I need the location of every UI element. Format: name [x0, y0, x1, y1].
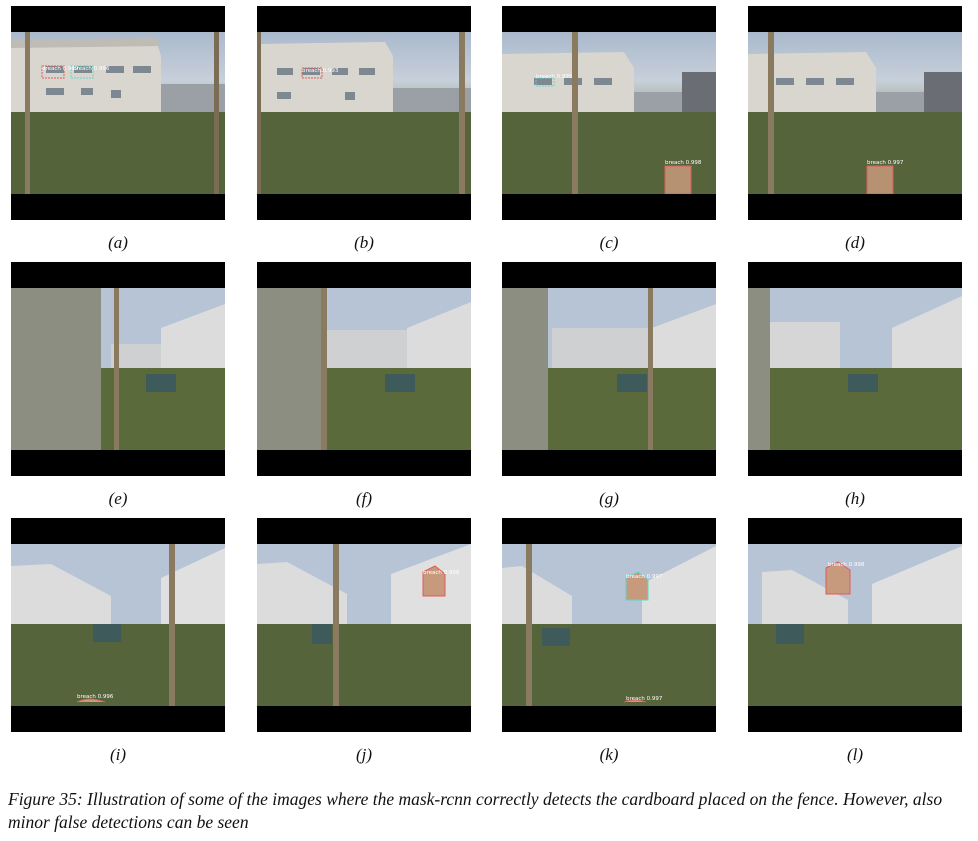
subfigure-e: (e): [11, 262, 225, 508]
subfigure-label: (h): [845, 489, 865, 508]
photo-frame: breach 0.999 breach 0.996: [11, 6, 225, 220]
subfigure-i: breach 0.996 (i): [11, 518, 225, 764]
detection-label: breach 0.996: [77, 694, 114, 700]
detection-label: breach 0.993: [302, 68, 339, 74]
subfigure-k: breach 0.997 breach 0.997 (k): [502, 518, 716, 764]
subfigure-label: (f): [355, 489, 373, 508]
subfigure-label: (k): [599, 745, 619, 764]
subfigure-j: breach 0.998 (j): [257, 518, 471, 764]
subfigure-a: breach 0.999 breach 0.996 (a): [11, 6, 225, 252]
photo-frame: breach 0.998: [257, 518, 471, 732]
detection-label: breach 0.997: [867, 160, 904, 166]
photo-frame: breach 0.995 breach 0.998: [502, 6, 716, 220]
photo-frame: breach 0.996: [11, 518, 225, 732]
figure-grid: breach 0.999 breach 0.996 (a): [11, 6, 962, 764]
subfigure-label: (i): [109, 745, 127, 764]
photo-scene: [257, 544, 471, 706]
photo-frame: breach 0.993: [257, 6, 471, 220]
subfigure-l: breach 0.998 (l): [748, 518, 962, 764]
photo-scene: [748, 32, 962, 194]
photo-scene: [11, 544, 225, 706]
figure-caption: Figure 35: Illustration of some of the i…: [8, 789, 943, 832]
photo-frame: breach 0.997 breach 0.997: [502, 518, 716, 732]
photo-scene: [257, 32, 471, 194]
subfigure-b: breach 0.993 (b): [257, 6, 471, 252]
subfigure-label: (d): [845, 233, 865, 252]
subfigure-label: (e): [108, 489, 128, 508]
detection-label: breach 0.996: [73, 66, 110, 72]
subfigure-c: breach 0.995 breach 0.998 (c): [502, 6, 716, 252]
detection-label: breach 0.997: [626, 574, 663, 580]
detection-label: breach 0.999: [42, 66, 79, 72]
photo-frame: [748, 262, 962, 476]
photo-scene: [502, 288, 716, 450]
photo-frame: breach 0.997: [748, 6, 962, 220]
photo-frame: [502, 262, 716, 476]
subfigure-h: (h): [748, 262, 962, 508]
photo-scene: [748, 288, 962, 450]
photo-frame: breach 0.998: [748, 518, 962, 732]
detection-label: breach 0.998: [665, 160, 702, 166]
subfigure-label: (c): [599, 233, 619, 252]
subfigure-g: (g): [502, 262, 716, 508]
subfigure-d: breach 0.997 (d): [748, 6, 962, 252]
detection-label: breach 0.995: [536, 74, 573, 80]
subfigure-label: (b): [354, 233, 374, 252]
photo-scene: [748, 544, 962, 706]
detection-label: breach 0.997: [626, 696, 663, 702]
detection-label: breach 0.998: [828, 562, 865, 568]
subfigure-label: (g): [599, 489, 619, 508]
photo-scene: [257, 288, 471, 450]
photo-scene: [11, 288, 225, 450]
photo-frame: [257, 262, 471, 476]
detection-label: breach 0.998: [423, 570, 460, 576]
photo-frame: [11, 262, 225, 476]
photo-scene: [502, 32, 716, 194]
subfigure-label: (j): [355, 745, 373, 764]
photo-scene: [502, 544, 716, 706]
photo-scene: [11, 32, 225, 194]
subfigure-f: (f): [257, 262, 471, 508]
subfigure-label: (a): [108, 233, 128, 252]
subfigure-label: (l): [846, 745, 864, 764]
